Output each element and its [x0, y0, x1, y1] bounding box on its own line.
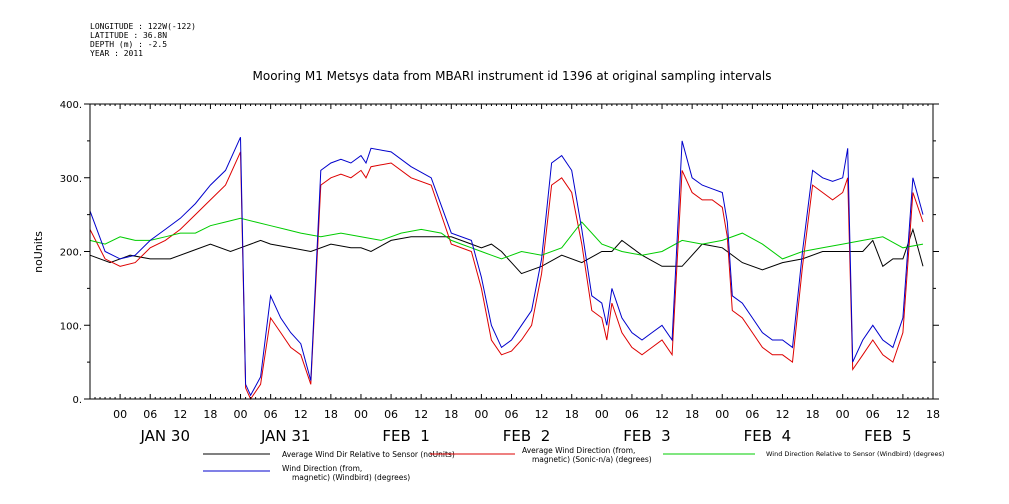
legend-label: Average Wind Direction (from, magnetic) (…	[522, 446, 652, 464]
x-tick-label: 18	[806, 408, 820, 421]
y-tick-label: 300.	[60, 174, 82, 185]
year-label: YEAR : 2011	[90, 49, 143, 58]
series-line-1	[89, 227, 924, 275]
day-label: FEB 3	[623, 427, 670, 445]
x-tick-label: 18	[203, 408, 217, 421]
x-tick-label: 00	[234, 408, 248, 421]
legend: Average Wind Dir Relative to Sensor (noU…	[203, 446, 944, 482]
x-tick-label: 12	[896, 408, 910, 421]
x-tick-label: 00	[715, 408, 729, 421]
x-tick-label: 12	[775, 408, 789, 421]
x-tick-label: 12	[294, 408, 308, 421]
x-tick-label: 00	[836, 408, 850, 421]
series-layer	[89, 136, 924, 401]
x-tick-label: 18	[444, 408, 458, 421]
day-label: FEB 4	[744, 427, 791, 445]
day-label: FEB 5	[864, 427, 911, 445]
y-axis-label: noUnits	[32, 231, 45, 273]
day-label: FEB 2	[503, 427, 550, 445]
x-tick-label: 18	[926, 408, 940, 421]
legend-label: Average Wind Dir Relative to Sensor (noU…	[282, 450, 455, 459]
y-tick-label: 400.	[60, 100, 82, 111]
x-tick-label: 12	[535, 408, 549, 421]
longitude-label: LONGITUDE : 122W(-122)	[90, 22, 196, 31]
chart-title: Mooring M1 Metsys data from MBARI instru…	[253, 69, 772, 83]
axes: 0. 100. 200. 300. 400. 00 06 12 18 00 06 12 18 00 06 12…	[60, 100, 940, 445]
x-tick-label: 00	[474, 408, 488, 421]
x-tick-label: 18	[685, 408, 699, 421]
legend-entry-3: Wind Direction Relative to Sensor (Windb…	[663, 450, 944, 458]
legend-label: Wind Direction (from, magnetic) (Windbird…	[282, 464, 410, 482]
x-tick-label: 06	[745, 408, 759, 421]
x-tick-label: 06	[264, 408, 278, 421]
latitude-label: LATITUDE : 36.8N	[90, 31, 168, 40]
legend-entry-4: Wind Direction (from, magnetic) (Windbird…	[203, 464, 410, 482]
x-tick-label: 18	[324, 408, 338, 421]
series-line-2	[89, 151, 924, 401]
y-tick-label: 100.	[60, 321, 82, 332]
plot-frame	[89, 103, 934, 400]
x-tick-label: 12	[414, 408, 428, 421]
series-line-4	[89, 136, 924, 397]
x-tick-label: 00	[113, 408, 127, 421]
series-line-3	[89, 217, 924, 260]
day-label: JAN 30	[140, 427, 191, 445]
x-tick-label: 06	[625, 408, 639, 421]
x-tick-label: 12	[655, 408, 669, 421]
y-tick-label: 200.	[60, 248, 82, 259]
y-tick-label: 0.	[72, 395, 82, 406]
x-tick-label: 12	[173, 408, 187, 421]
x-tick-label: 00	[595, 408, 609, 421]
x-tick-label: 18	[565, 408, 579, 421]
x-tick-label: 06	[505, 408, 519, 421]
x-tick-label: 06	[384, 408, 398, 421]
day-label: FEB 1	[382, 427, 429, 445]
day-label: JAN 31	[260, 427, 311, 445]
x-tick-label: 00	[354, 408, 368, 421]
legend-entry-1: Average Wind Dir Relative to Sensor (noU…	[203, 450, 455, 459]
depth-label: DEPTH (m) : -2.5	[90, 40, 168, 49]
x-tick-label: 06	[866, 408, 880, 421]
legend-entry-2: Average Wind Direction (from, magnetic) (…	[430, 446, 652, 464]
x-tick-label: 06	[143, 408, 157, 421]
legend-label: Wind Direction Relative to Sensor (Windb…	[766, 450, 944, 458]
